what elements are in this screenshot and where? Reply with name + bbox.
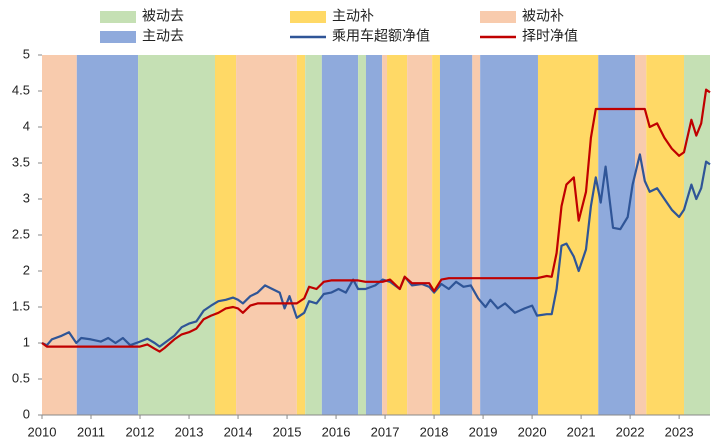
y-tick-label: 0.5: [12, 370, 30, 385]
y-tick-label: 2.5: [12, 226, 30, 241]
phase-region: [598, 55, 636, 415]
legend-label: 被动去: [142, 8, 184, 24]
phase-region: [684, 55, 710, 415]
x-tick-label: 2013: [175, 424, 204, 439]
phase-region: [138, 55, 216, 415]
x-tick-label: 2012: [126, 424, 155, 439]
y-tick-label: 4: [23, 118, 30, 133]
phase-region: [387, 55, 408, 415]
y-tick-label: 4.5: [12, 82, 30, 97]
phase-region: [439, 55, 473, 415]
x-tick-label: 2020: [518, 424, 547, 439]
phase-region: [646, 55, 685, 415]
phase-region: [42, 55, 77, 415]
phase-region: [236, 55, 297, 415]
legend-label: 主动补: [332, 8, 374, 24]
phase-region: [321, 55, 359, 415]
x-tick-label: 2010: [28, 424, 57, 439]
y-tick-label: 0: [23, 406, 30, 421]
legend-swatch: [480, 11, 516, 23]
x-tick-label: 2023: [665, 424, 694, 439]
phase-region: [296, 55, 306, 415]
phase-region: [480, 55, 538, 415]
phase-region: [472, 55, 481, 415]
y-tick-label: 5: [23, 46, 30, 61]
phase-region: [432, 55, 440, 415]
x-tick-label: 2016: [322, 424, 351, 439]
x-tick-label: 2015: [273, 424, 302, 439]
x-tick-label: 2018: [420, 424, 449, 439]
legend-label: 主动去: [142, 28, 184, 44]
x-tick-label: 2017: [371, 424, 400, 439]
phase-region: [358, 55, 366, 415]
x-tick-label: 2022: [616, 424, 645, 439]
legend-swatch: [100, 31, 136, 43]
x-tick-label: 2021: [567, 424, 596, 439]
phase-region: [635, 55, 647, 415]
phase-region: [365, 55, 383, 415]
x-tick-label: 2011: [77, 424, 105, 439]
phase-region: [76, 55, 139, 415]
y-tick-label: 2: [23, 262, 30, 277]
legend-label: 乘用车超额净值: [332, 28, 430, 44]
legend-swatch: [290, 11, 326, 23]
phase-region: [407, 55, 433, 415]
series-line: [41, 88, 711, 353]
phase-region: [382, 55, 388, 415]
y-tick-label: 3: [23, 190, 30, 205]
y-tick-label: 1: [23, 334, 30, 349]
legend-label: 被动补: [522, 8, 564, 24]
y-tick-label: 1.5: [12, 298, 30, 313]
y-tick-label: 3.5: [12, 154, 30, 169]
phase-region: [305, 55, 322, 415]
series-line: [41, 153, 711, 348]
legend-swatch: [100, 11, 136, 23]
x-tick-label: 2014: [224, 424, 253, 439]
x-tick-label: 2019: [469, 424, 498, 439]
legend-label: 择时净值: [522, 28, 578, 44]
phase-region: [537, 55, 599, 415]
phase-region: [215, 55, 237, 415]
